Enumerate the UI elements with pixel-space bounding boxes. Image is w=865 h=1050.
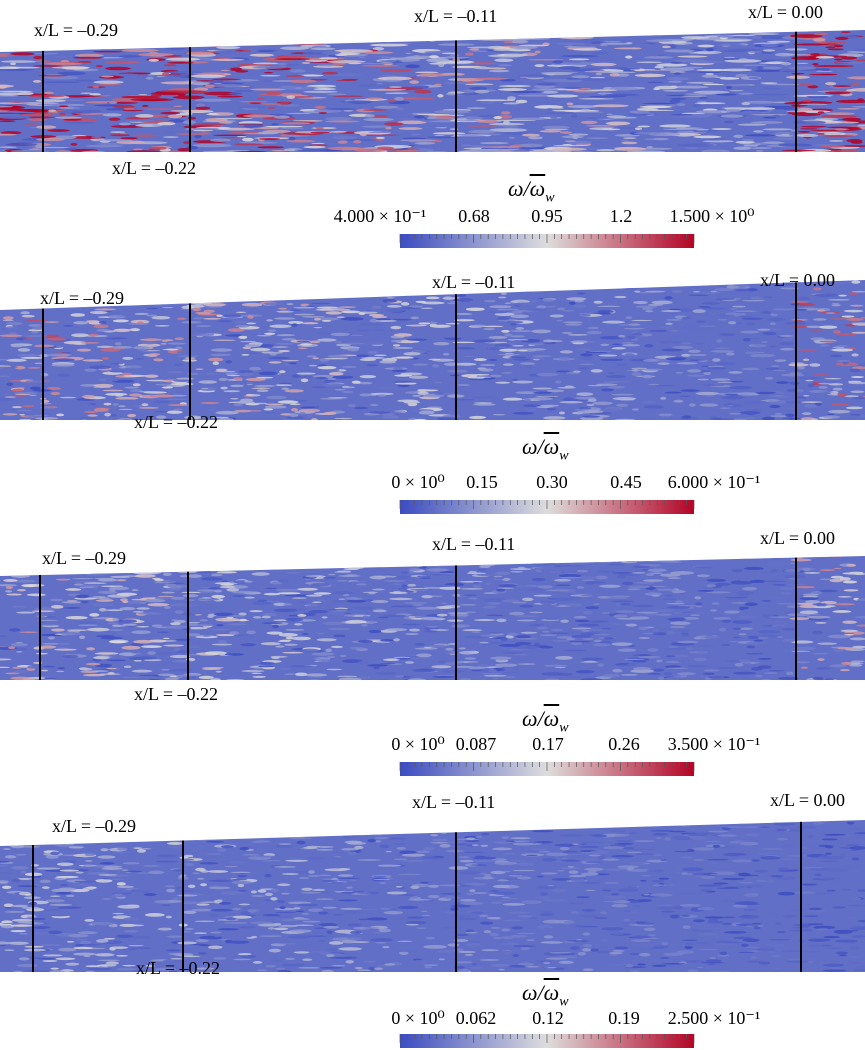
label-x-029: x/L = –0.29 (52, 816, 136, 837)
colorbar-tick-4-2: 0.12 (532, 1008, 564, 1029)
colorbar-tick-1-3: 1.2 (610, 206, 633, 227)
colorbar-title-1: ω/ωw (508, 176, 555, 206)
colorbar-tick-2-0: 0 × 10⁰ (391, 472, 444, 493)
colorbar-tick-1-0: 4.000 × 10⁻¹ (334, 206, 427, 227)
label-x-029: x/L = –0.29 (40, 288, 124, 309)
colorbar-tick-1-1: 0.68 (458, 206, 490, 227)
label-x-011: x/L = –0.11 (414, 6, 497, 27)
colorbar-4 (398, 1028, 696, 1050)
colorbar-1 (398, 228, 696, 250)
colorbar-title-4: ω/ωw (522, 980, 569, 1010)
colorbar-tick-4-4: 2.500 × 10⁻¹ (668, 1008, 761, 1029)
label-x-029: x/L = –0.29 (34, 20, 118, 41)
label-x-011: x/L = –0.11 (412, 792, 495, 813)
label-x-000: x/L = 0.00 (760, 528, 835, 549)
colorbar-tick-1-4: 1.500 × 10⁰ (670, 206, 755, 227)
label-x-022: x/L = –0.22 (136, 958, 220, 979)
label-x-000: x/L = 0.00 (760, 270, 835, 291)
colorbar-tick-2-1: 0.15 (466, 472, 498, 493)
label-x-022: x/L = –0.22 (134, 684, 218, 705)
colorbar-tick-4-1: 0.062 (456, 1008, 497, 1029)
label-x-022: x/L = –0.22 (112, 158, 196, 179)
label-x-011: x/L = –0.11 (432, 534, 515, 555)
label-x-022: x/L = –0.22 (134, 412, 218, 433)
label-x-029: x/L = –0.29 (42, 548, 126, 569)
colorbar-tick-2-4: 6.000 × 10⁻¹ (668, 472, 761, 493)
colorbar-tick-3-2: 0.17 (532, 734, 564, 755)
colorbar-tick-2-2: 0.30 (536, 472, 568, 493)
colorbar-tick-3-0: 0 × 10⁰ (391, 734, 444, 755)
colorbar-tick-3-1: 0.087 (456, 734, 497, 755)
colorbar-tick-3-3: 0.26 (608, 734, 640, 755)
colorbar-2 (398, 494, 696, 516)
colorbar-tick-3-4: 3.500 × 10⁻¹ (668, 734, 761, 755)
colorbar-tick-2-3: 0.45 (610, 472, 642, 493)
colorbar-tick-4-3: 0.19 (608, 1008, 640, 1029)
colorbar-tick-4-0: 0 × 10⁰ (391, 1008, 444, 1029)
label-x-000: x/L = 0.00 (748, 2, 823, 23)
colorbar-title-3: ω/ωw (522, 706, 569, 736)
label-x-000: x/L = 0.00 (770, 790, 845, 811)
colorbar-tick-1-2: 0.95 (531, 206, 563, 227)
colorbar-3 (398, 756, 696, 778)
colorbar-title-2: ω/ωw (522, 434, 569, 464)
label-x-011: x/L = –0.11 (432, 272, 515, 293)
